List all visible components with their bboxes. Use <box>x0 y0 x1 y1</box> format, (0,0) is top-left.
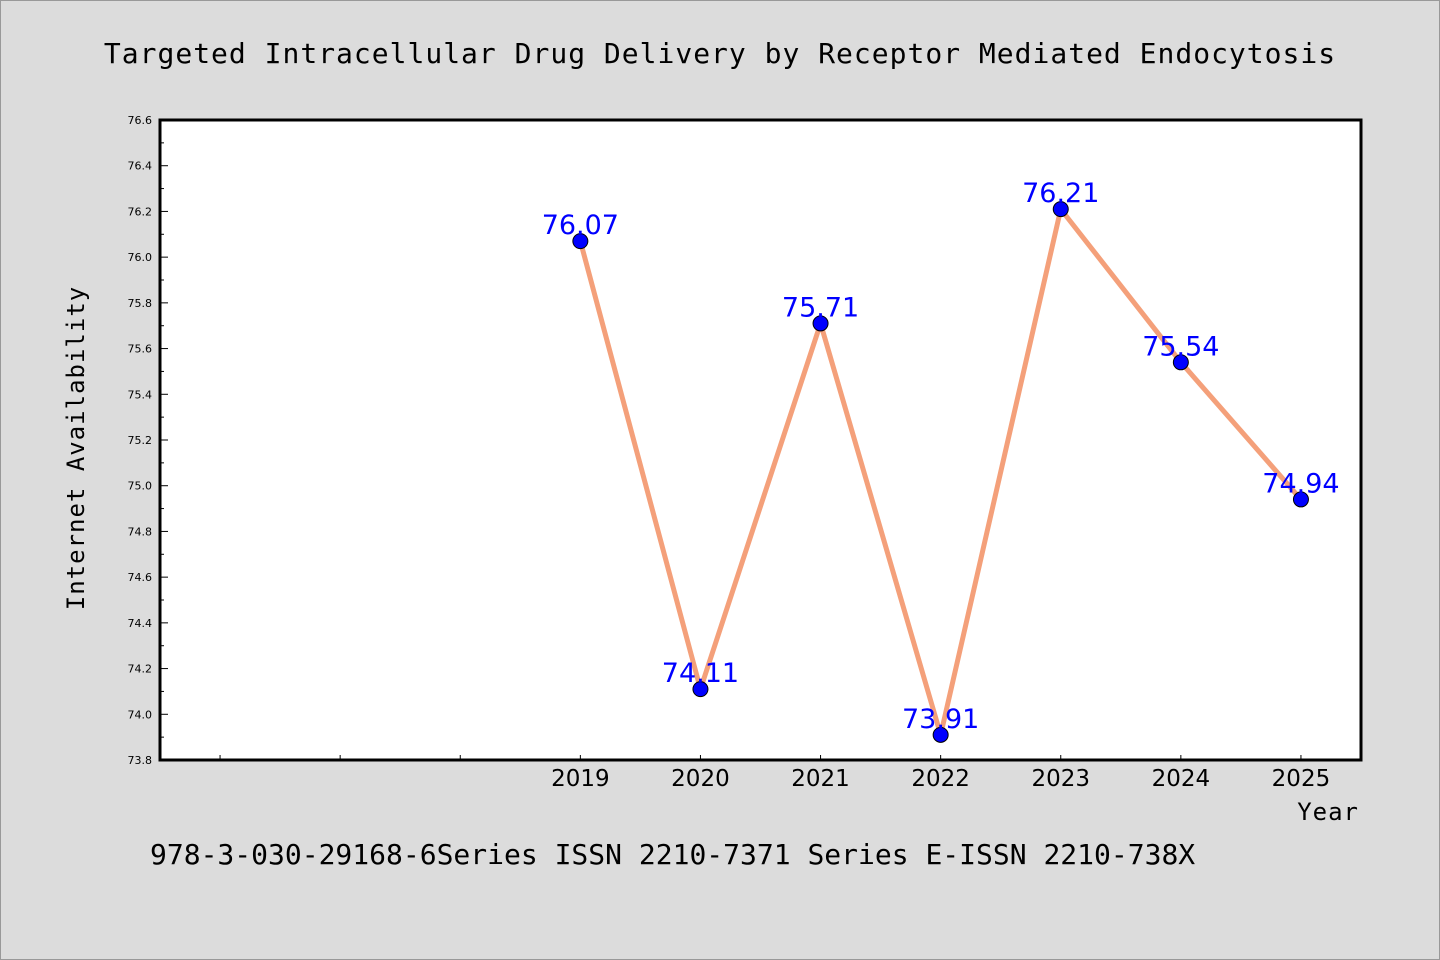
y-axis: 73.8 74.0 74.2 74.4 74.6 74.8 75.0 75.2 75.4 75.6… <box>128 114 168 767</box>
data-point <box>572 233 589 250</box>
y-tick-label: 73.8 <box>128 754 153 767</box>
data-label: 73.91 <box>902 704 979 735</box>
y-tick-label: 76.4 <box>128 160 153 173</box>
x-tick-label: 2022 <box>911 766 970 792</box>
y-tick-label: 74.0 <box>128 708 153 721</box>
y-axis-label: Internet Availability <box>62 286 90 610</box>
chart-title: Targeted Intracellular Drug Delivery by … <box>104 37 1336 70</box>
x-tick-label: 2025 <box>1272 766 1331 792</box>
data-point <box>1172 354 1189 371</box>
data-label: 75.71 <box>782 292 859 323</box>
data-point <box>812 315 829 332</box>
data-label: 74.11 <box>662 658 739 689</box>
y-tick-label: 76.0 <box>128 251 153 264</box>
x-axis-label: Year <box>1297 798 1359 826</box>
y-tick-label: 75.0 <box>128 480 153 493</box>
plot-area <box>158 118 1363 762</box>
x-tick-label: 2024 <box>1152 766 1211 792</box>
data-point <box>1292 491 1309 508</box>
data-label: 75.54 <box>1142 331 1219 362</box>
data-point <box>1052 201 1069 218</box>
x-tick-label: 2021 <box>791 766 850 792</box>
y-tick-label: 76.2 <box>128 205 153 218</box>
data-point <box>692 681 709 698</box>
x-axis: 2019 2020 2021 2022 2023 2024 2025 <box>219 755 1331 792</box>
x-tick-label: 2023 <box>1031 766 1090 792</box>
data-points <box>572 201 1309 743</box>
y-tick-label: 74.4 <box>128 617 153 630</box>
y-tick-label: 74.6 <box>128 571 153 584</box>
data-label: 76.07 <box>542 210 619 241</box>
footer-isbn-issn: 978-3-030-29168-6Series ISSN 2210-7371 S… <box>150 838 1195 871</box>
y-tick-label: 74.8 <box>128 525 153 538</box>
data-labels: 76.07 74.11 75.71 73.91 76.21 75.54 74.94 <box>542 178 1340 735</box>
data-label: 74.94 <box>1262 468 1339 499</box>
y-tick-label: 75.8 <box>128 297 153 310</box>
data-point <box>932 726 949 743</box>
x-tick-label: 2020 <box>671 766 730 792</box>
x-tick-label: 2019 <box>551 766 610 792</box>
y-tick-label: 75.4 <box>128 388 153 401</box>
data-label: 76.21 <box>1022 178 1099 209</box>
y-tick-label: 75.2 <box>128 434 153 447</box>
y-tick-label: 74.2 <box>128 663 153 676</box>
y-tick-label: 76.6 <box>128 114 153 127</box>
y-tick-label: 75.6 <box>128 343 153 356</box>
